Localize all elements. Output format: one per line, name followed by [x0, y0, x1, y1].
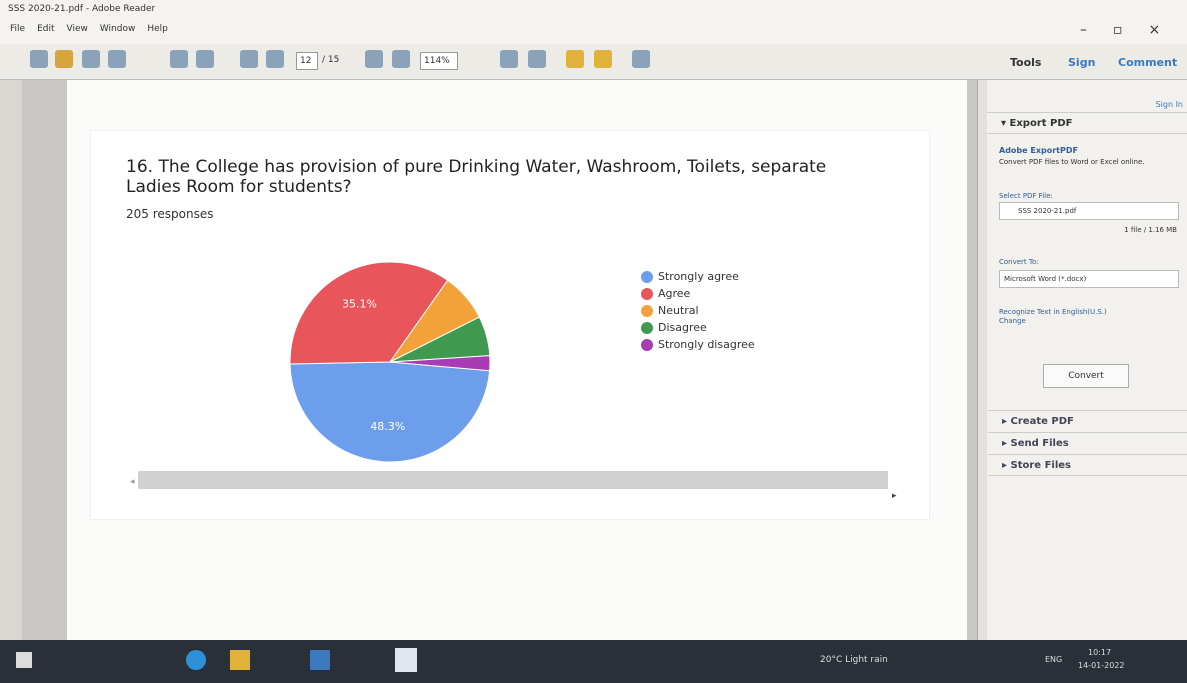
menu-item[interactable]: Help: [147, 24, 168, 34]
tool-icon[interactable]: [82, 50, 100, 68]
menu-item[interactable]: File: [10, 24, 25, 34]
scrollbar[interactable]: [977, 80, 987, 640]
legend-marker: [641, 339, 653, 351]
tool-icon[interactable]: [196, 50, 214, 68]
tab[interactable]: Comment: [1118, 56, 1177, 69]
change-link[interactable]: Change: [999, 317, 1026, 325]
sign-in-link[interactable]: Sign In: [1156, 100, 1183, 109]
taskbar: 20°C Light rain ENG 10:17 14-01-2022: [0, 640, 1187, 683]
tool-icon[interactable]: [170, 50, 188, 68]
recognize-text: Recognize Text in English(U.S.): [999, 308, 1107, 316]
legend-marker: [641, 288, 653, 300]
format-select[interactable]: Microsoft Word (*.docx): [999, 270, 1179, 288]
menu-item[interactable]: Edit: [37, 24, 54, 34]
window-title: SSS 2020-21.pdf - Adobe Reader: [8, 4, 155, 14]
legend-label: Strongly disagree: [658, 338, 755, 351]
clock-time[interactable]: 10:17: [1088, 648, 1111, 657]
legend-marker: [641, 305, 653, 317]
field-label: Convert To:: [999, 258, 1039, 266]
field-label: Select PDF File:: [999, 192, 1053, 200]
legend-label: Agree: [658, 287, 691, 300]
page-input[interactable]: 12: [296, 52, 318, 70]
section-title: Export PDF: [1010, 118, 1073, 129]
tool-icon[interactable]: [108, 50, 126, 68]
scroll-arrow[interactable]: ▸: [892, 491, 897, 501]
section-header[interactable]: ▸ Send Files: [988, 432, 1187, 454]
section-header[interactable]: ▾ Export PDF: [987, 112, 1187, 134]
start-button[interactable]: [16, 652, 32, 668]
chart-card: 16. The College has provision of pure Dr…: [90, 130, 930, 520]
legend-marker: [641, 271, 653, 283]
service-name: Adobe ExportPDF: [999, 146, 1078, 155]
section-title: Send Files: [1011, 438, 1069, 449]
tool-icon[interactable]: [365, 50, 383, 68]
section-header[interactable]: ▸ Create PDF: [988, 410, 1187, 432]
window-controls[interactable]: –▫×: [1080, 22, 1186, 38]
tool-icon[interactable]: [266, 50, 284, 68]
file-field[interactable]: SSS 2020-21.pdf: [999, 202, 1179, 220]
chart-subtitle: 205 responses: [126, 207, 213, 221]
menu-item[interactable]: Window: [100, 24, 136, 34]
section-title: Create PDF: [1011, 416, 1074, 427]
tool-icon[interactable]: [500, 50, 518, 68]
tool-icon[interactable]: [240, 50, 258, 68]
legend-label: Strongly agree: [658, 270, 739, 283]
tool-icon[interactable]: [55, 50, 73, 68]
app-icon[interactable]: [186, 650, 206, 670]
legend-label: Disagree: [658, 321, 707, 334]
tab[interactable]: Sign: [1068, 56, 1095, 69]
language[interactable]: ENG: [1045, 655, 1062, 664]
tool-icon[interactable]: [528, 50, 546, 68]
file-info: 1 file / 1.16 MB: [1124, 226, 1177, 234]
chart-title: 16. The College has provision of pure Dr…: [126, 157, 826, 177]
weather[interactable]: 20°C Light rain: [820, 655, 888, 665]
right-panel: Sign In ▾ Export PDF Adobe ExportPDF Con…: [987, 80, 1187, 640]
section-header[interactable]: ▸ Store Files: [988, 454, 1187, 476]
tool-icon[interactable]: [392, 50, 410, 68]
menu-item[interactable]: View: [67, 24, 88, 34]
tab[interactable]: Tools: [1010, 56, 1041, 69]
legend-marker: [641, 322, 653, 334]
scrollbar[interactable]: [138, 471, 888, 489]
side-nav: [0, 80, 22, 640]
tool-icon[interactable]: [30, 50, 48, 68]
title-bar: SSS 2020-21.pdf - Adobe Reader File Edit V…: [0, 0, 1187, 44]
app-icon[interactable]: [310, 650, 330, 670]
section-title: Store Files: [1011, 460, 1071, 471]
tool-icon[interactable]: [594, 50, 612, 68]
clock-date[interactable]: 14-01-2022: [1078, 661, 1125, 670]
scroll-arrow[interactable]: ◂: [130, 477, 135, 487]
slice-label: 35.1%: [342, 298, 377, 311]
app-icon[interactable]: [230, 650, 250, 670]
tool-icon[interactable]: [566, 50, 584, 68]
app-icon[interactable]: [395, 648, 417, 672]
menu-bar: File Edit View Window Help: [10, 24, 180, 34]
tool-icon[interactable]: [632, 50, 650, 68]
slice-label: 48.3%: [370, 420, 405, 433]
page: {"window": {"title": "SSS 2020-21.pdf - …: [0, 0, 1187, 683]
service-description: Convert PDF files to Word or Excel onlin…: [999, 158, 1159, 166]
convert-button[interactable]: Convert: [1043, 364, 1129, 388]
page-count: / 15: [322, 55, 339, 65]
legend-label: Neutral: [658, 304, 699, 317]
zoom-input[interactable]: 114%: [420, 52, 458, 70]
chart-title: Ladies Room for students?: [126, 177, 352, 197]
